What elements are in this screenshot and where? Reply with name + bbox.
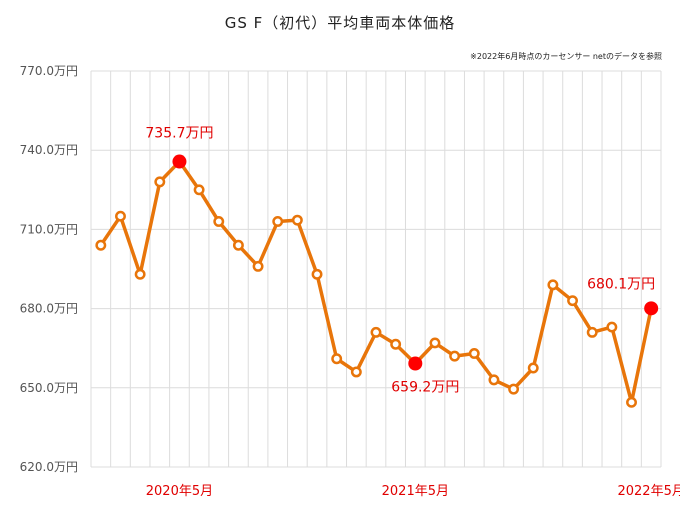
highlight-point: [172, 154, 187, 169]
data-point: [390, 338, 402, 350]
data-point: [252, 260, 264, 272]
data-point: [508, 383, 520, 395]
data-point: [154, 176, 166, 188]
data-point: [232, 239, 244, 251]
data-label: 735.7万円: [145, 126, 213, 142]
data-point: [429, 337, 441, 349]
data-point: [115, 210, 126, 222]
data-point: [134, 268, 146, 280]
chart-title: GS F（初代）平均車両本体価格: [224, 14, 456, 32]
highlight-point: [408, 356, 423, 371]
data-point: [527, 362, 539, 374]
data-label: 680.1万円: [587, 276, 655, 292]
highlight-point: [644, 301, 659, 316]
data-point: [586, 326, 598, 338]
data-point: [193, 184, 205, 196]
x-tick-label: 2022年5月: [617, 484, 680, 499]
data-point: [350, 366, 362, 378]
x-tick-label: 2021年5月: [382, 484, 449, 499]
data-point: [606, 321, 618, 333]
data-point: [547, 279, 559, 291]
source-note: ※2022年6月時点のカーセンサー netのデータを参照: [470, 52, 662, 61]
y-tick-label: 710.0万円: [20, 222, 78, 236]
y-tick-label: 620.0万円: [20, 460, 78, 474]
data-point: [626, 396, 637, 408]
y-tick-label: 680.0万円: [20, 302, 78, 316]
data-point: [95, 239, 107, 251]
data-point: [272, 216, 284, 227]
series-line: [99, 159, 653, 405]
data-point: [291, 214, 303, 226]
data-point: [488, 374, 500, 386]
data-label: 659.2万円: [391, 380, 459, 396]
data-point: [370, 326, 382, 338]
y-tick-label: 740.0万円: [20, 143, 78, 157]
data-point: [468, 348, 480, 359]
data-point: [331, 353, 343, 365]
data-point: [311, 268, 323, 280]
data-point: [213, 216, 225, 227]
data-point: [449, 350, 461, 362]
data-point: [567, 295, 579, 307]
y-tick-label: 770.0万円: [20, 64, 78, 78]
y-tick-label: 650.0万円: [20, 381, 78, 395]
x-tick-label: 2020年5月: [146, 484, 213, 499]
